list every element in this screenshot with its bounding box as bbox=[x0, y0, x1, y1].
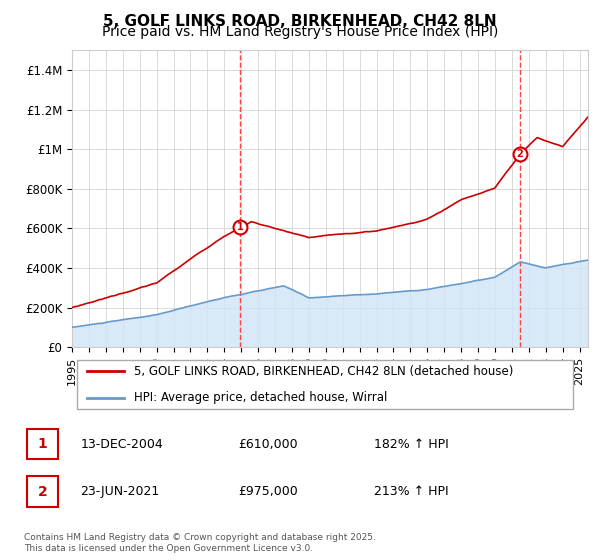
Text: 5, GOLF LINKS ROAD, BIRKENHEAD, CH42 8LN: 5, GOLF LINKS ROAD, BIRKENHEAD, CH42 8LN bbox=[103, 14, 497, 29]
Text: 13-DEC-2004: 13-DEC-2004 bbox=[80, 438, 163, 451]
Text: £975,000: £975,000 bbox=[238, 485, 298, 498]
Text: HPI: Average price, detached house, Wirral: HPI: Average price, detached house, Wirr… bbox=[134, 391, 387, 404]
Text: Price paid vs. HM Land Registry's House Price Index (HPI): Price paid vs. HM Land Registry's House … bbox=[102, 25, 498, 39]
Text: £610,000: £610,000 bbox=[238, 438, 298, 451]
Text: 2: 2 bbox=[517, 150, 523, 159]
Text: 23-JUN-2021: 23-JUN-2021 bbox=[80, 485, 160, 498]
Text: Contains HM Land Registry data © Crown copyright and database right 2025.
This d: Contains HM Land Registry data © Crown c… bbox=[24, 533, 376, 553]
Text: 213% ↑ HPI: 213% ↑ HPI bbox=[374, 485, 448, 498]
FancyBboxPatch shape bbox=[77, 360, 572, 409]
Text: 1: 1 bbox=[237, 222, 244, 231]
FancyBboxPatch shape bbox=[27, 477, 58, 507]
Text: 182% ↑ HPI: 182% ↑ HPI bbox=[374, 438, 448, 451]
Text: 5, GOLF LINKS ROAD, BIRKENHEAD, CH42 8LN (detached house): 5, GOLF LINKS ROAD, BIRKENHEAD, CH42 8LN… bbox=[134, 365, 513, 378]
Text: 1: 1 bbox=[38, 437, 47, 451]
FancyBboxPatch shape bbox=[27, 429, 58, 459]
Text: 2: 2 bbox=[38, 484, 47, 498]
